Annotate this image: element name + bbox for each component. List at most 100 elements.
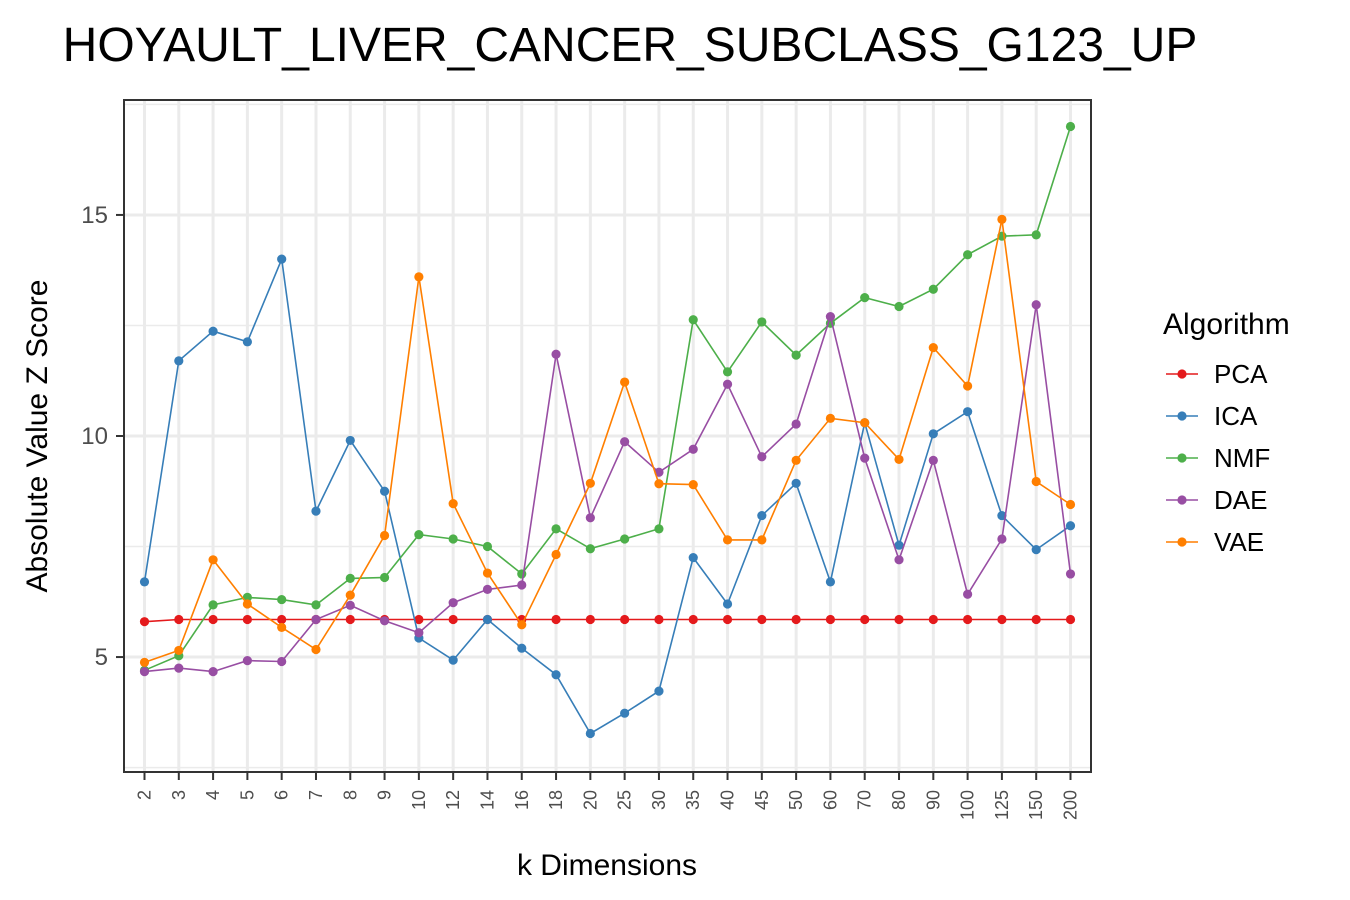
data-point-nmf	[928, 284, 938, 294]
data-point-vae	[208, 555, 218, 565]
data-point-ica	[1031, 545, 1041, 555]
data-point-ica	[242, 337, 252, 347]
x-tick-label: 2	[135, 790, 155, 800]
data-point-pca	[1065, 614, 1076, 625]
data-point-nmf	[585, 544, 595, 554]
data-point-dae	[242, 655, 252, 666]
x-tick-label: 7	[306, 790, 326, 800]
data-point-dae	[688, 444, 698, 454]
data-point-nmf	[379, 572, 390, 583]
data-point-dae	[414, 628, 424, 638]
data-point-pca	[551, 614, 561, 625]
x-tick-label: 30	[649, 790, 669, 810]
x-tick-label: 18	[546, 790, 566, 810]
data-point-pca	[585, 614, 595, 625]
data-point-nmf	[517, 569, 527, 579]
legend-key-point-vae	[1177, 537, 1187, 547]
data-point-dae	[174, 663, 184, 673]
data-point-dae	[722, 379, 733, 389]
legend-label-vae: VAE	[1214, 527, 1264, 557]
data-point-vae	[585, 478, 595, 488]
data-point-nmf	[791, 350, 801, 360]
x-tick-label: 35	[683, 790, 703, 810]
y-axis-title: Absolute Value Z Score	[21, 280, 54, 593]
data-point-vae	[997, 214, 1007, 224]
data-point-pca	[242, 614, 252, 625]
x-tick-label: 70	[855, 790, 875, 810]
data-point-vae	[551, 549, 561, 560]
x-tick-label: 14	[477, 790, 497, 810]
data-point-dae	[928, 455, 938, 465]
data-point-nmf	[963, 250, 973, 260]
data-point-pca	[448, 614, 458, 625]
data-point-dae	[345, 600, 355, 610]
data-point-ica	[482, 614, 493, 625]
data-point-nmf	[345, 573, 355, 583]
data-point-nmf	[688, 315, 698, 325]
data-point-ica	[825, 577, 836, 587]
x-tick-label: 12	[443, 790, 463, 810]
data-point-pca	[208, 614, 218, 625]
data-point-vae	[963, 381, 973, 391]
data-point-pca	[345, 614, 355, 625]
data-point-pca	[894, 614, 904, 625]
data-point-vae	[242, 599, 252, 609]
data-point-vae	[345, 590, 355, 600]
data-point-vae	[1031, 476, 1041, 487]
chart-title: HOYAULT_LIVER_CANCER_SUBCLASS_G123_UP	[63, 19, 1198, 72]
data-point-nmf	[208, 600, 218, 610]
legend-key-point-dae	[1177, 495, 1187, 505]
data-point-nmf	[551, 524, 561, 534]
data-point-ica	[174, 356, 184, 366]
data-point-ica	[757, 510, 767, 521]
data-point-vae	[517, 620, 527, 630]
data-point-ica	[139, 577, 150, 587]
data-point-pca	[688, 614, 698, 625]
x-tick-label: 16	[512, 790, 532, 810]
x-tick-label: 9	[375, 790, 395, 800]
x-tick-label: 90	[923, 790, 943, 810]
data-point-ica	[551, 670, 561, 680]
data-point-ica	[517, 643, 527, 653]
data-point-dae	[825, 312, 836, 322]
data-point-pca	[1031, 614, 1041, 625]
data-point-nmf	[894, 301, 904, 312]
data-point-dae	[997, 534, 1007, 544]
data-point-ica	[379, 486, 390, 496]
data-point-ica	[448, 655, 458, 665]
data-point-vae	[791, 455, 801, 465]
y-tick-label: 15	[81, 202, 108, 229]
data-point-pca	[277, 614, 287, 625]
data-point-nmf	[860, 293, 870, 303]
x-tick-label: 100	[958, 790, 978, 820]
data-point-pca	[997, 614, 1007, 625]
data-point-vae	[620, 377, 630, 387]
data-point-vae	[860, 418, 870, 428]
data-point-dae	[208, 667, 218, 677]
x-tick-label: 150	[1026, 790, 1046, 820]
x-tick-label: 6	[272, 790, 292, 800]
data-point-dae	[757, 452, 767, 462]
x-tick-label: 25	[615, 790, 635, 810]
x-tick-label: 3	[169, 790, 189, 800]
data-point-ica	[345, 435, 355, 446]
data-point-ica	[963, 407, 973, 417]
legend-label-nmf: NMF	[1214, 443, 1270, 473]
x-tick-label: 80	[889, 790, 909, 810]
data-point-vae	[311, 644, 321, 655]
data-point-ica	[620, 708, 630, 718]
data-point-dae	[311, 614, 321, 625]
data-point-vae	[448, 499, 458, 509]
x-axis-title: k Dimensions	[517, 849, 697, 882]
data-point-vae	[174, 645, 184, 656]
data-point-nmf	[414, 529, 424, 540]
data-point-pca	[928, 614, 938, 625]
series-line-vae	[144, 219, 1071, 664]
data-point-nmf	[757, 317, 767, 327]
data-point-nmf	[448, 534, 458, 544]
x-tick-label: 125	[992, 790, 1012, 820]
data-point-vae	[139, 657, 150, 667]
data-point-ica	[585, 728, 595, 739]
data-point-nmf	[722, 367, 733, 377]
